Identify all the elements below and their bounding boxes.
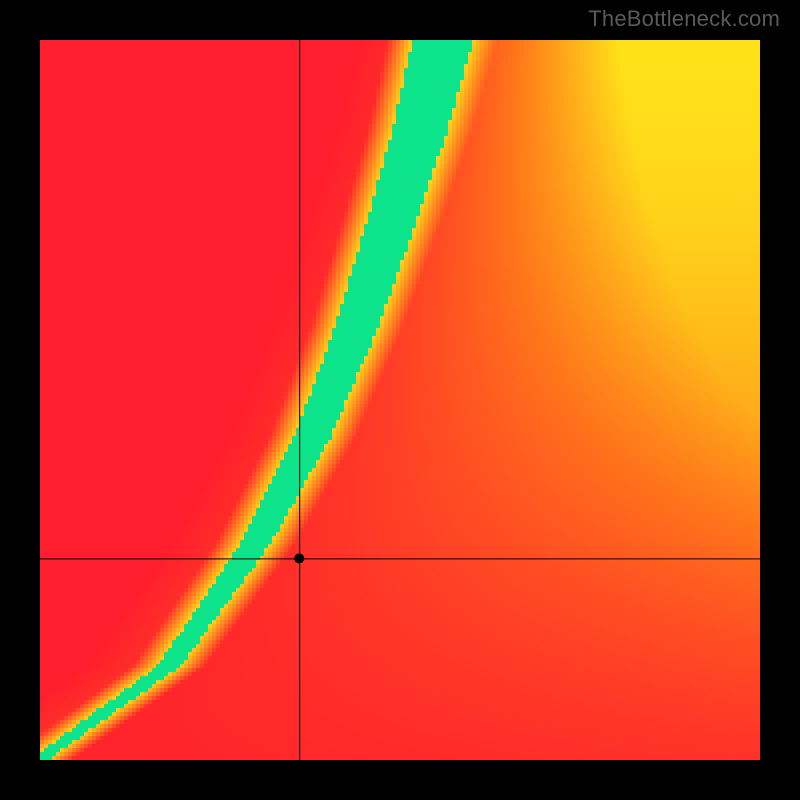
watermark-text: TheBottleneck.com xyxy=(588,6,780,32)
plot-area xyxy=(40,40,760,760)
heatmap-canvas xyxy=(40,40,760,760)
chart-container: TheBottleneck.com xyxy=(0,0,800,800)
